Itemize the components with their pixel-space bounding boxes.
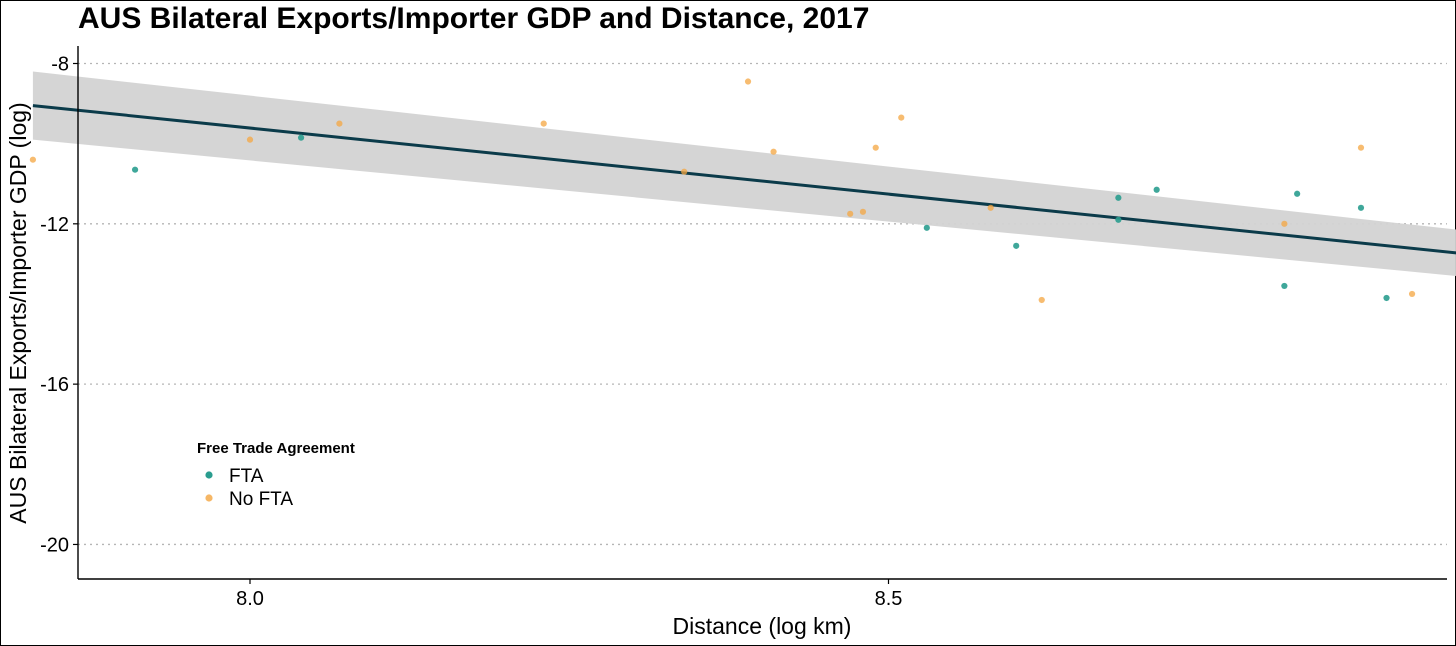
fta-point [1357, 204, 1365, 211]
no-fta-point [847, 210, 854, 217]
legend-fta-marker [205, 471, 213, 479]
legend-no-fta-marker [205, 494, 213, 502]
no-fta-point [1357, 144, 1365, 151]
no-fta-point [1038, 296, 1045, 304]
no-fta-point [1408, 290, 1416, 298]
no-fta-point [29, 156, 37, 163]
no-fta-point [859, 208, 867, 215]
no-fta-point [770, 148, 777, 155]
fta-point [1281, 282, 1288, 290]
no-fta-point [540, 120, 547, 127]
x-axis-title: Distance (log km) [673, 613, 852, 639]
no-fta-point [1281, 220, 1288, 227]
x-tick-label: 8.5 [875, 588, 903, 610]
y-tick-label: -12 [40, 214, 69, 236]
y-tick-label: -16 [40, 374, 69, 396]
fta-point [1115, 194, 1122, 201]
no-fta-point [681, 168, 688, 175]
fta-point [131, 166, 139, 173]
legend-title: Free Trade Agreement [197, 440, 355, 457]
y-axis-title: AUS Bilateral Exports/Importer GDP (log) [5, 102, 31, 523]
fta-point [1383, 294, 1390, 302]
data-points [29, 78, 1416, 304]
fta-point [1013, 242, 1020, 249]
legend-no-fta-label: No FTA [229, 489, 293, 510]
no-fta-point [246, 136, 254, 143]
fta-point [1294, 190, 1301, 197]
y-tick-label: -20 [40, 534, 69, 556]
fta-point [1115, 216, 1122, 223]
fta-point [923, 224, 930, 231]
legend-fta-label: FTA [229, 466, 264, 487]
fta-point [297, 134, 305, 141]
chart-title: AUS Bilateral Exports/Importer GDP and D… [78, 2, 870, 35]
no-fta-point [987, 204, 994, 211]
no-fta-point [872, 144, 879, 151]
legend: Free Trade Agreement FTA No FTA [197, 440, 355, 510]
axes: -8-12-16-208.08.59.09.5 [40, 46, 1447, 610]
no-fta-point [744, 78, 752, 85]
no-fta-point [336, 120, 343, 127]
x-tick-label: 8.0 [236, 588, 264, 610]
no-fta-point [898, 114, 905, 121]
y-tick-label: -8 [51, 54, 69, 76]
regression-line [32, 104, 1456, 255]
confidence-band [32, 71, 1456, 276]
fta-point [1153, 186, 1160, 193]
